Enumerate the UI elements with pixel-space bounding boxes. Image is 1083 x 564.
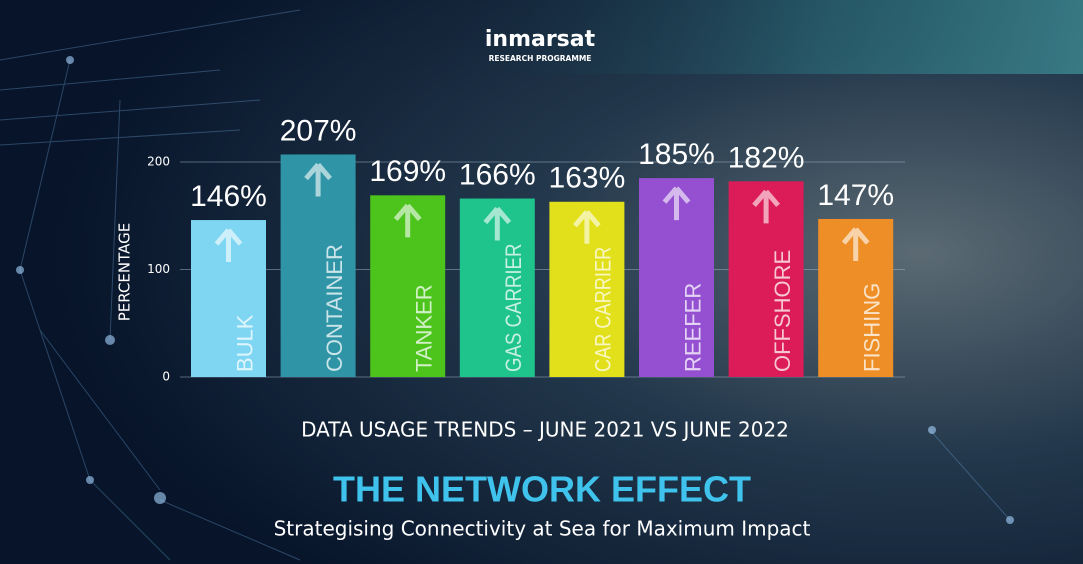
arrow-icon <box>393 203 422 238</box>
arrow-icon <box>573 210 601 244</box>
value-label: 166% <box>459 158 536 191</box>
value-label: 207% <box>280 114 357 147</box>
background-band <box>420 0 1083 74</box>
arrow-icon <box>304 162 332 197</box>
value-label: 182% <box>728 141 805 174</box>
arrow-icon <box>752 189 780 224</box>
network-lines <box>0 9 1011 561</box>
category-label: TANKER <box>412 284 437 372</box>
category-label: REEFER <box>680 283 705 372</box>
y-tick-label: 100 <box>147 262 170 276</box>
arrow-icon <box>662 186 691 221</box>
value-label: 147% <box>817 179 894 212</box>
arrow-icon <box>214 228 243 263</box>
value-label: 185% <box>638 138 715 171</box>
arrow-icon <box>483 206 512 241</box>
category-label: CAR CARRIER <box>591 247 616 372</box>
category-label: GAS CARRIER <box>501 244 526 372</box>
chart-subtitle: Strategising Connectivity at Sea for Max… <box>274 517 811 541</box>
y-tick-label: 200 <box>147 155 170 169</box>
y-tick-label: 0 <box>162 370 170 384</box>
chart-title: THE NETWORK EFFECT <box>333 469 751 510</box>
logo-tagline: RESEARCH PROGRAMME <box>489 54 592 63</box>
value-label: 146% <box>190 180 267 213</box>
category-label: BULK <box>232 314 257 372</box>
logo-name: inmarsat <box>485 27 596 52</box>
network-nodes <box>16 56 1014 524</box>
category-label: FISHING <box>860 283 885 372</box>
arrow-icon <box>841 227 870 261</box>
caption: DATA USAGE TRENDS – JUNE 2021 VS JUNE 20… <box>301 418 789 442</box>
category-label: CONTAINER <box>322 244 347 372</box>
value-label: 163% <box>549 162 626 195</box>
category-label: OFFSHORE <box>770 250 795 372</box>
y-axis-label: PERCENTAGE <box>116 223 134 321</box>
value-label: 169% <box>369 155 446 188</box>
